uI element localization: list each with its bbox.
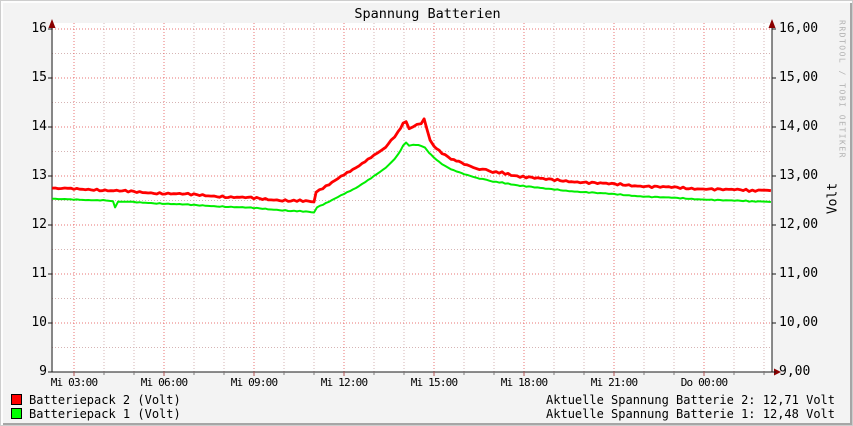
y-tick-label-right: 9,00	[779, 364, 811, 379]
y-tick-label-right: 11,00	[779, 266, 819, 281]
y-tick-label-left: 9	[39, 364, 47, 379]
legend-current-value: Aktuelle Spannung Batterie 1: 12,48 Volt	[546, 407, 835, 421]
y-tick-label-right: 15,00	[779, 70, 819, 85]
x-tick-label: Mi 12:00	[320, 376, 368, 389]
y-tick-label-right: 12,00	[779, 217, 819, 232]
y-tick-label-left: 15	[31, 70, 47, 85]
x-tick-label: Mi 06:00	[140, 376, 188, 389]
y-axis-unit-label: Volt	[825, 182, 841, 215]
x-tick-label: Mi 18:00	[500, 376, 548, 389]
y-tick-label-right: 13,00	[779, 168, 819, 183]
y-tick-label-right: 14,00	[779, 119, 819, 134]
right-axis-arrow	[768, 19, 776, 28]
chart-title: Spannung Batterien	[354, 6, 501, 22]
x-axis-arrow	[774, 368, 781, 376]
y-tick-label-left: 12	[31, 217, 47, 232]
y-tick-label-left: 13	[31, 168, 47, 183]
legend-swatch	[11, 408, 22, 419]
y-tick-label-left: 14	[31, 119, 47, 134]
series-line	[52, 141, 771, 214]
y-tick-label-left: 11	[31, 266, 47, 281]
legend-swatch	[11, 394, 22, 405]
y-tick-label-right: 10,00	[779, 315, 819, 330]
series-line	[52, 117, 772, 204]
y-tick-label-right: 16,00	[779, 21, 819, 36]
y-tick-label-left: 10	[31, 315, 47, 330]
x-tick-label: Mi 21:00	[590, 376, 638, 389]
legend-current-value: Aktuelle Spannung Batterie 2: 12,71 Volt	[546, 393, 835, 407]
x-tick-label: Mi 03:00	[50, 376, 98, 389]
legend-label: Batteriepack 1 (Volt)	[29, 407, 181, 421]
y-tick-label-left: 16	[31, 21, 47, 36]
x-tick-label: Mi 15:00	[410, 376, 458, 389]
left-axis-arrow	[48, 19, 56, 28]
rrdtool-watermark: RRDTOOL / TOBI OETIKER	[837, 20, 847, 159]
x-tick-label: Do 00:00	[680, 376, 728, 389]
x-tick-label: Mi 09:00	[230, 376, 278, 389]
legend-label: Batteriepack 2 (Volt)	[29, 393, 181, 407]
